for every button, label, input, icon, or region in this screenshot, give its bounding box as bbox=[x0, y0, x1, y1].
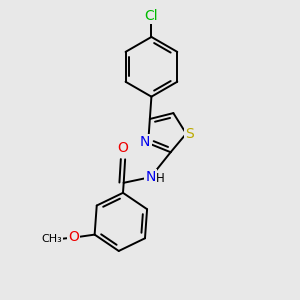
Text: O: O bbox=[68, 230, 79, 244]
Text: CH₃: CH₃ bbox=[42, 234, 62, 244]
Text: N: N bbox=[146, 170, 156, 184]
Text: H: H bbox=[156, 172, 165, 185]
Text: Cl: Cl bbox=[145, 9, 158, 22]
Text: O: O bbox=[118, 141, 128, 155]
Text: S: S bbox=[185, 127, 194, 141]
Text: N: N bbox=[140, 135, 151, 149]
